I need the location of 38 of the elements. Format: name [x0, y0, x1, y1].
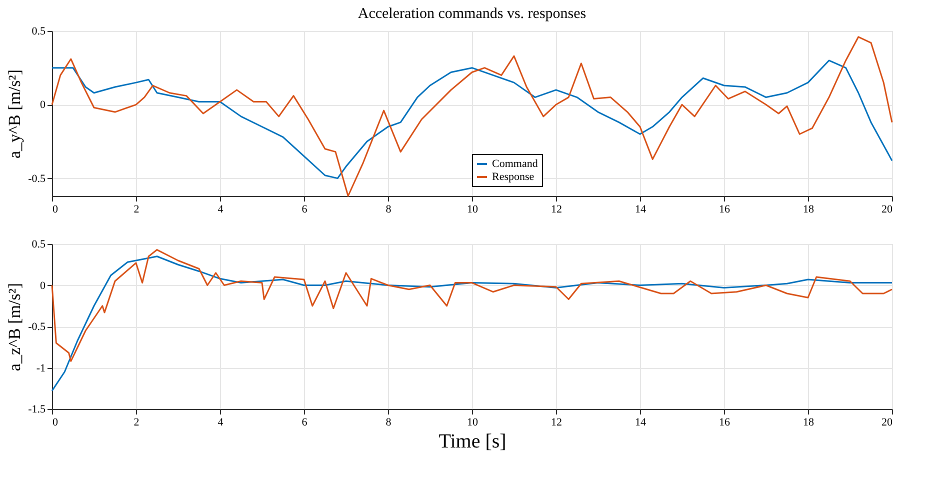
- chart-title: Acceleration commands vs. responses: [358, 6, 586, 22]
- y-tick-label: -0.5: [28, 321, 46, 333]
- x-tick-label: 12: [551, 204, 562, 216]
- legend-label: Response: [492, 171, 534, 183]
- x-tick-label: 0: [52, 416, 58, 428]
- y-tick-label: -0.5: [28, 172, 46, 185]
- y-tick-label: 0: [40, 280, 46, 292]
- x-tick-label: 14: [635, 416, 646, 428]
- y-tick-label: 0.5: [32, 26, 46, 38]
- line-series: [51, 249, 893, 362]
- x-tick-label: 10: [467, 416, 478, 428]
- y-tick-label: -1.5: [28, 404, 46, 416]
- x-axis-title: Time [s]: [438, 430, 506, 452]
- y-tick-label: 0.5: [32, 238, 46, 250]
- x-tick-label: 2: [134, 416, 140, 428]
- x-tick-label: 16: [719, 416, 730, 428]
- y-tick-label: 0: [40, 99, 46, 112]
- x-tick-label: 18: [803, 204, 814, 216]
- x-tick-label: 10: [467, 204, 478, 216]
- x-tick-label: 6: [302, 204, 308, 216]
- x-tick-label: 16: [719, 204, 730, 216]
- x-tick-label: 4: [218, 204, 224, 216]
- y-axis-title: a_y^B [m/s²]: [5, 69, 24, 159]
- x-tick-label: 20: [882, 204, 893, 216]
- x-tick-label: 4: [218, 416, 224, 428]
- line-series: [51, 256, 893, 392]
- x-tick-label: 8: [386, 204, 392, 216]
- x-tick-label: 14: [635, 204, 646, 216]
- legend-label: Command: [492, 158, 538, 170]
- x-tick-label: 6: [302, 416, 308, 428]
- y-tick-label: -1: [36, 362, 46, 374]
- x-tick-label: 12: [551, 416, 562, 428]
- x-tick-label: 8: [386, 416, 392, 428]
- x-tick-label: 20: [882, 416, 893, 428]
- x-tick-label: 2: [134, 204, 140, 216]
- y-axis-title: a_z^B [m/s²]: [5, 282, 24, 372]
- x-tick-label: 0: [52, 204, 58, 216]
- x-tick-label: 18: [803, 416, 814, 428]
